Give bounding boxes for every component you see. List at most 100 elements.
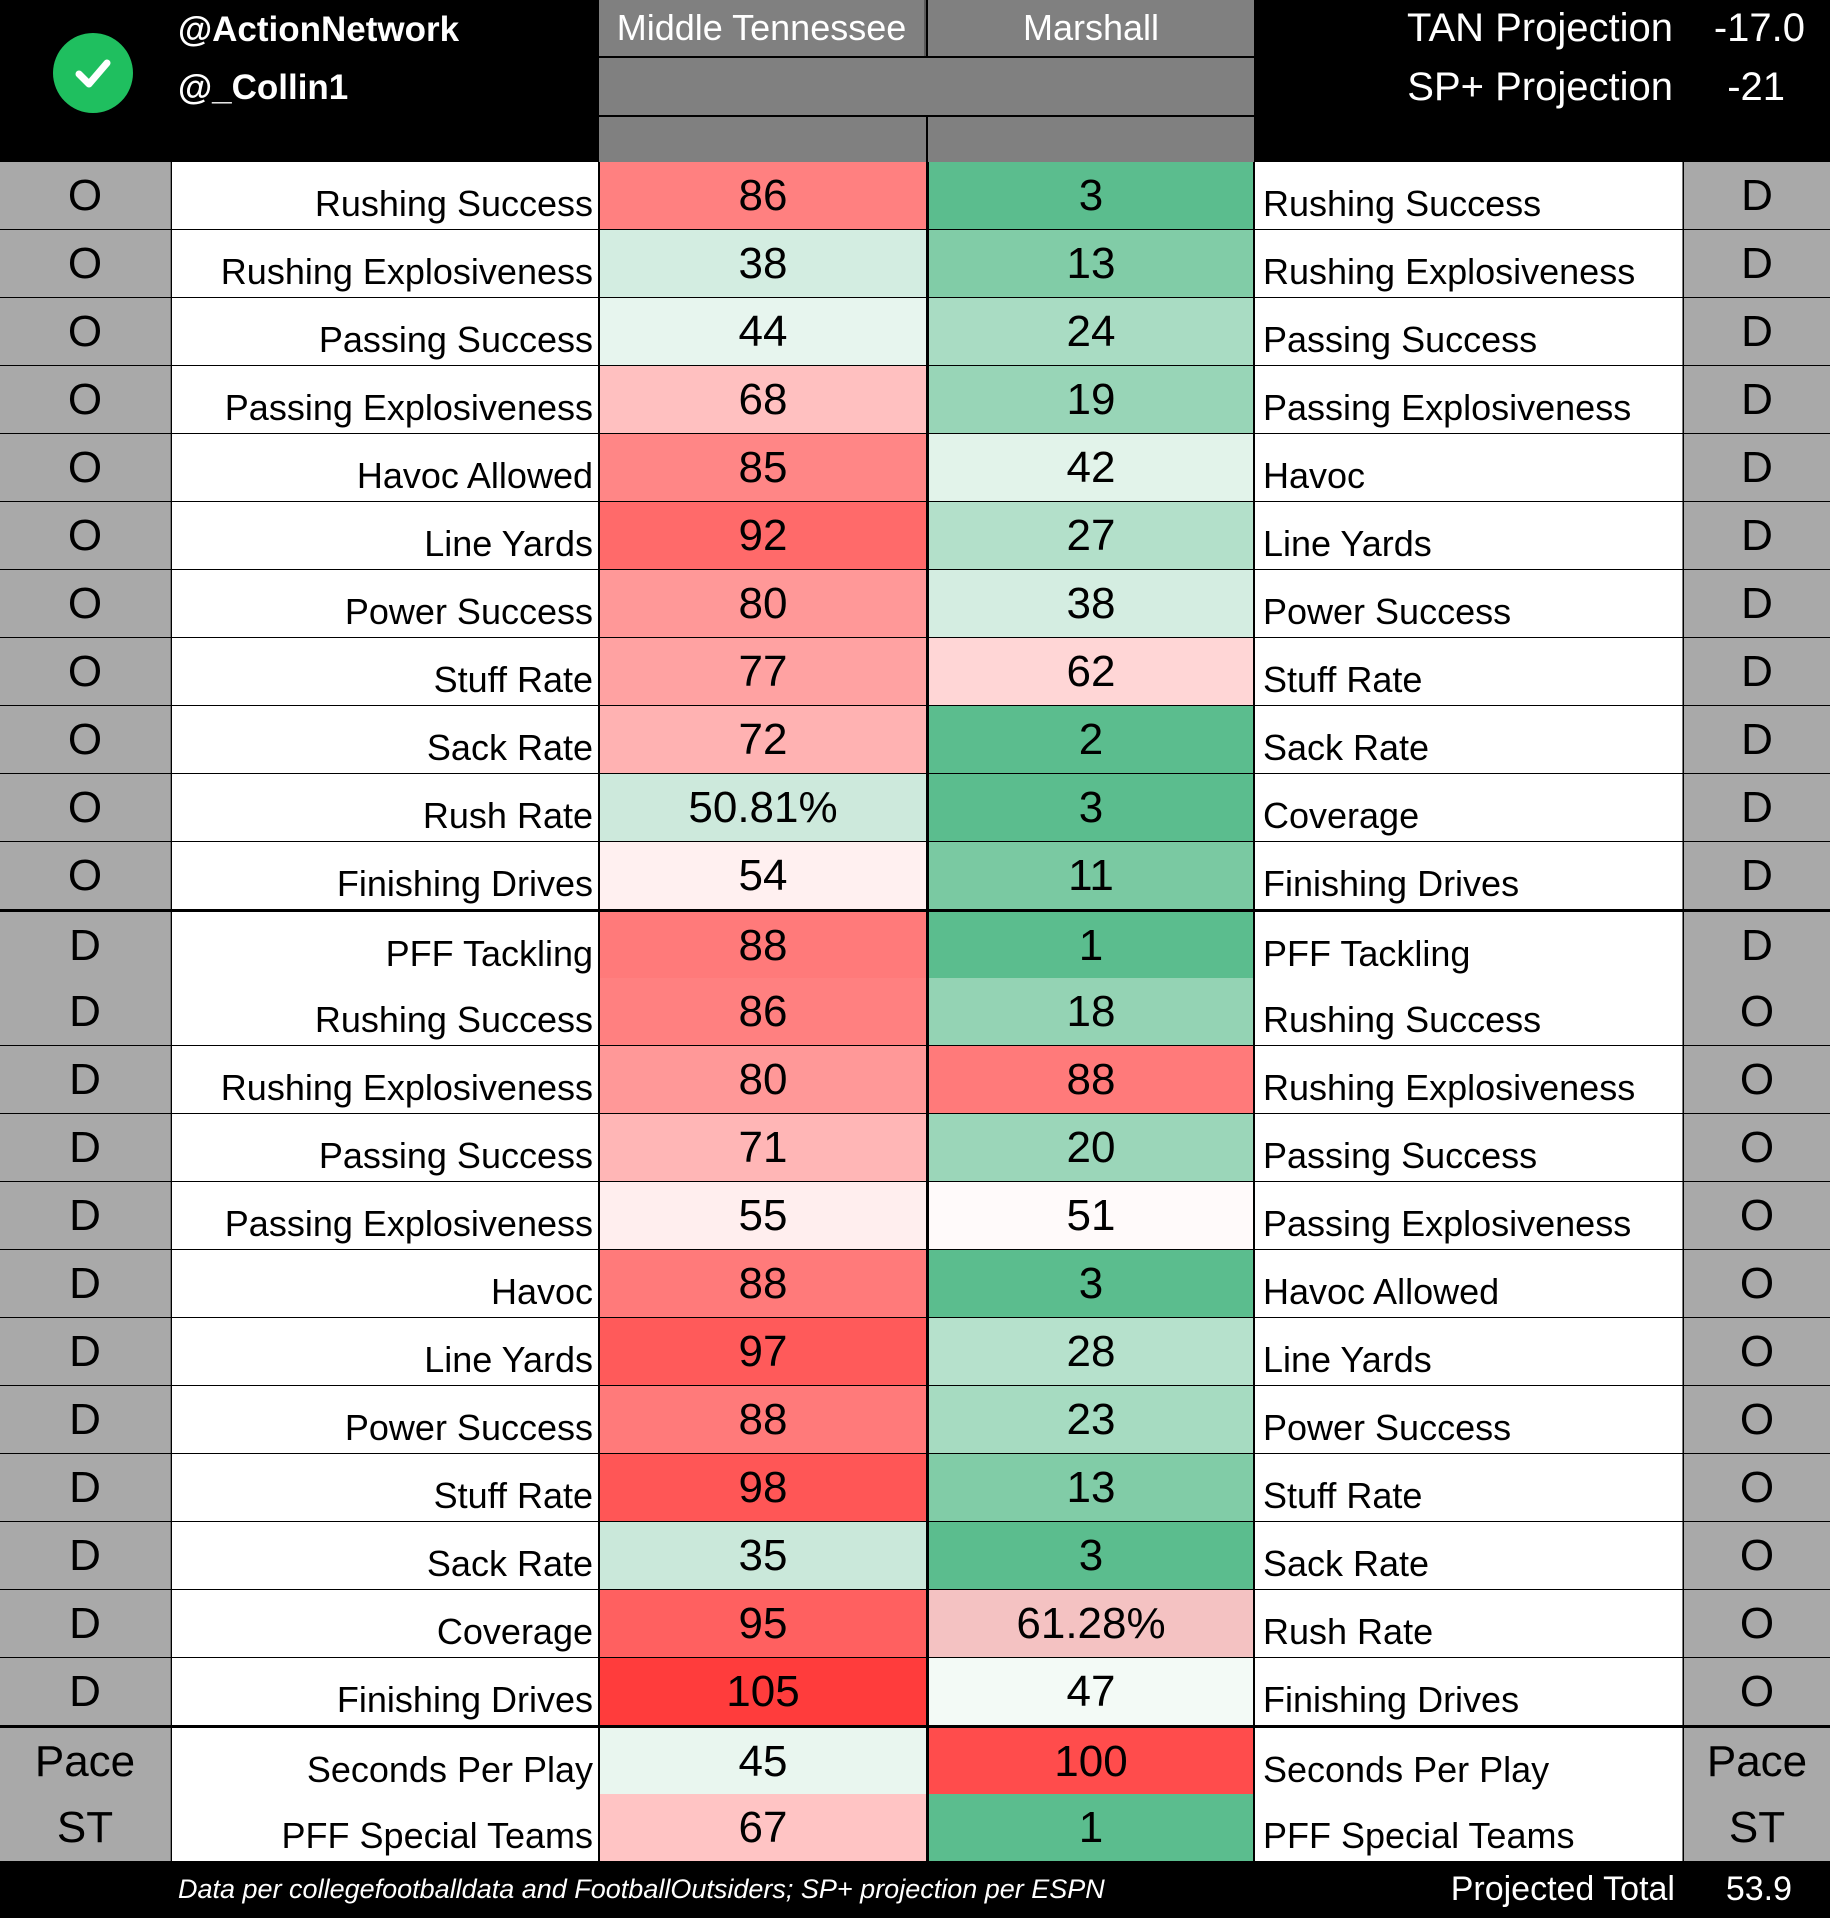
tan-projection-value: -17.0 xyxy=(1713,6,1805,50)
side-right-cell: D xyxy=(1684,774,1830,841)
table-row: D Havoc 88 3 Havoc Allowed O xyxy=(0,1250,1830,1318)
label-right-cell: Rushing Explosiveness xyxy=(1255,1046,1683,1113)
label-right-cell: Passing Explosiveness xyxy=(1255,366,1683,433)
side-right-cell: ST xyxy=(1684,1794,1830,1861)
label-right-cell: Sack Rate xyxy=(1255,706,1683,773)
team-a-header: Middle Tennessee xyxy=(599,0,926,56)
team-a-value-cell: 50.81% xyxy=(599,774,926,841)
label-right-cell: PFF Special Teams xyxy=(1255,1794,1683,1861)
header: @ActionNetwork @_Collin1 Middle Tennesse… xyxy=(0,0,1830,162)
label-right-cell: Finishing Drives xyxy=(1255,1658,1683,1725)
footer: Data per collegefootballdata and Footbal… xyxy=(0,1864,1830,1918)
team-a-value-cell: 54 xyxy=(599,842,926,909)
side-right-cell: D xyxy=(1684,912,1830,979)
source-note: Data per collegefootballdata and Footbal… xyxy=(178,1874,1105,1904)
team-a-value-cell: 80 xyxy=(599,570,926,637)
team-b-value-cell: 38 xyxy=(928,570,1254,637)
label-left-cell: Power Success xyxy=(172,570,598,637)
label-right-cell: Line Yards xyxy=(1255,1318,1683,1385)
table-row: D Passing Explosiveness 55 51 Passing Explos… xyxy=(0,1182,1830,1250)
team-a-value-cell: 55 xyxy=(599,1182,926,1249)
label-right-cell: Stuff Rate xyxy=(1255,1454,1683,1521)
table-row: D Coverage 95 61.28% Rush Rate O xyxy=(0,1590,1830,1658)
label-right-cell: Seconds Per Play xyxy=(1255,1728,1683,1795)
team-b-value-cell: 20 xyxy=(928,1114,1254,1181)
team-a-value-cell: 35 xyxy=(599,1522,926,1589)
team-b-value-cell: 13 xyxy=(928,230,1254,297)
checkmark-glyph xyxy=(75,59,111,88)
side-left-cell: O xyxy=(0,434,171,501)
label-left-cell: Rush Rate xyxy=(172,774,598,841)
team-b-value-cell: 23 xyxy=(928,1386,1254,1453)
handle-author: @_Collin1 xyxy=(178,68,349,107)
side-right-cell: O xyxy=(1684,1182,1830,1249)
side-right-cell: D xyxy=(1684,570,1830,637)
side-right-cell: O xyxy=(1684,1590,1830,1657)
label-left-cell: Finishing Drives xyxy=(172,842,598,909)
side-left-cell: O xyxy=(0,298,171,365)
side-left-cell: D xyxy=(0,1454,171,1521)
side-left-cell: D xyxy=(0,1522,171,1589)
team-a-value-cell: 98 xyxy=(599,1454,926,1521)
side-right-cell: D xyxy=(1684,434,1830,501)
label-right-cell: Power Success xyxy=(1255,1386,1683,1453)
table-row: ST PFF Special Teams 67 1 PFF Special Teams S… xyxy=(0,1794,1830,1862)
table-row: D Rushing Explosiveness 80 88 Rushing Explos… xyxy=(0,1046,1830,1114)
label-right-cell: Rushing Success xyxy=(1255,978,1683,1045)
header-spacer-b xyxy=(928,117,1254,162)
stats-table: O Rushing Success 86 3 Rushing Success D O Rush… xyxy=(0,162,1830,1862)
team-a-value-cell: 85 xyxy=(599,434,926,501)
table-row: D PFF Tackling 88 1 PFF Tackling D xyxy=(0,910,1830,979)
team-b-value-cell: 1 xyxy=(928,912,1254,979)
side-left-cell: O xyxy=(0,706,171,773)
side-left-cell: O xyxy=(0,570,171,637)
side-left-cell: D xyxy=(0,1250,171,1317)
side-right-cell: O xyxy=(1684,1386,1830,1453)
side-right-cell: D xyxy=(1684,230,1830,297)
label-left-cell: Stuff Rate xyxy=(172,1454,598,1521)
label-right-cell: Sack Rate xyxy=(1255,1522,1683,1589)
side-left-cell: D xyxy=(0,1046,171,1113)
team-a-value-cell: 77 xyxy=(599,638,926,705)
header-spacer xyxy=(599,58,1254,115)
table-row: O Stuff Rate 77 62 Stuff Rate D xyxy=(0,638,1830,706)
team-b-value-cell: 18 xyxy=(928,978,1254,1045)
table-row: D Power Success 88 23 Power Success O xyxy=(0,1386,1830,1454)
side-left-cell: O xyxy=(0,638,171,705)
side-right-cell: D xyxy=(1684,162,1830,229)
side-right-cell: Pace xyxy=(1684,1728,1830,1795)
label-left-cell: Passing Success xyxy=(172,1114,598,1181)
side-right-cell: D xyxy=(1684,638,1830,705)
header-spacer-a xyxy=(599,117,926,162)
label-left-cell: Havoc xyxy=(172,1250,598,1317)
label-right-cell: Havoc xyxy=(1255,434,1683,501)
table-row: D Passing Success 71 20 Passing Success O xyxy=(0,1114,1830,1182)
label-left-cell: Passing Explosiveness xyxy=(172,366,598,433)
side-right-cell: D xyxy=(1684,298,1830,365)
team-a-value-cell: 44 xyxy=(599,298,926,365)
side-left-cell: D xyxy=(0,1386,171,1453)
team-a-value-cell: 67 xyxy=(599,1794,926,1861)
team-b-value-cell: 27 xyxy=(928,502,1254,569)
label-left-cell: Passing Success xyxy=(172,298,598,365)
team-b-value-cell: 3 xyxy=(928,774,1254,841)
label-right-cell: Rush Rate xyxy=(1255,1590,1683,1657)
label-right-cell: Line Yards xyxy=(1255,502,1683,569)
tan-projection-label: TAN Projection xyxy=(1406,6,1673,50)
side-left-cell: O xyxy=(0,230,171,297)
table-row: O Sack Rate 72 2 Sack Rate D xyxy=(0,706,1830,774)
side-right-cell: O xyxy=(1684,1250,1830,1317)
team-a-value-cell: 45 xyxy=(599,1728,926,1795)
side-left-cell: O xyxy=(0,366,171,433)
team-b-value-cell: 3 xyxy=(928,1250,1254,1317)
team-a-value-cell: 105 xyxy=(599,1658,926,1725)
table-row: D Sack Rate 35 3 Sack Rate O xyxy=(0,1522,1830,1590)
side-left-cell: O xyxy=(0,842,171,909)
table-row: D Finishing Drives 105 47 Finishing Drives O xyxy=(0,1658,1830,1726)
table-row: Pace Seconds Per Play 45 100 Seconds Per Pla… xyxy=(0,1726,1830,1795)
label-left-cell: Sack Rate xyxy=(172,706,598,773)
team-b-value-cell: 3 xyxy=(928,162,1254,229)
team-b-value-cell: 61.28% xyxy=(928,1590,1254,1657)
label-left-cell: Line Yards xyxy=(172,1318,598,1385)
